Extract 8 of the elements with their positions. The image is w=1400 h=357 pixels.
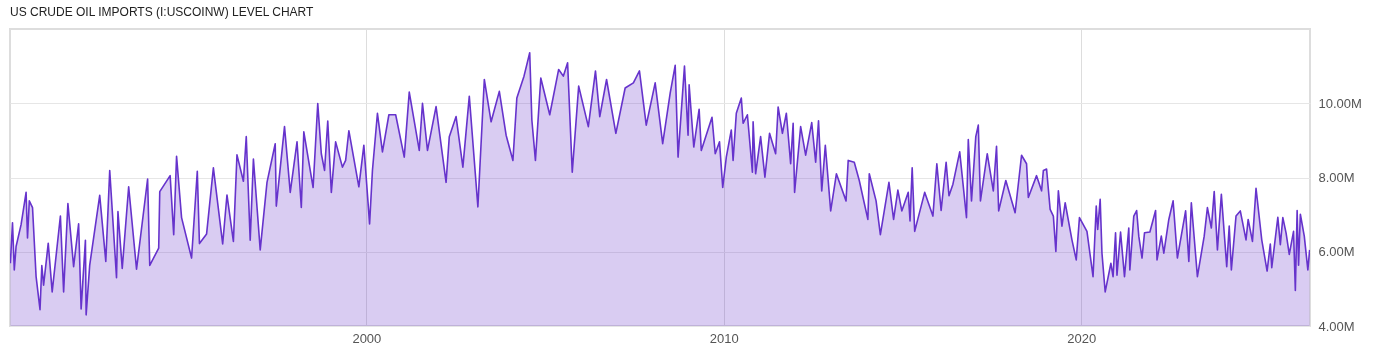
y-tick-label: 8.00M [1318, 170, 1355, 185]
x-tick-label: 2000 [352, 330, 382, 346]
y-tick-label: 10.00M [1318, 95, 1362, 111]
x-tick-label: 2020 [1067, 330, 1097, 346]
y-tick-label: 4.00M [1318, 318, 1355, 334]
chart-title: US CRUDE OIL IMPORTS (I:USCOINW) LEVEL CHART [10, 5, 315, 19]
x-tick-label: 2010 [709, 330, 739, 346]
y-tick-label: 6.00M [1318, 244, 1355, 260]
